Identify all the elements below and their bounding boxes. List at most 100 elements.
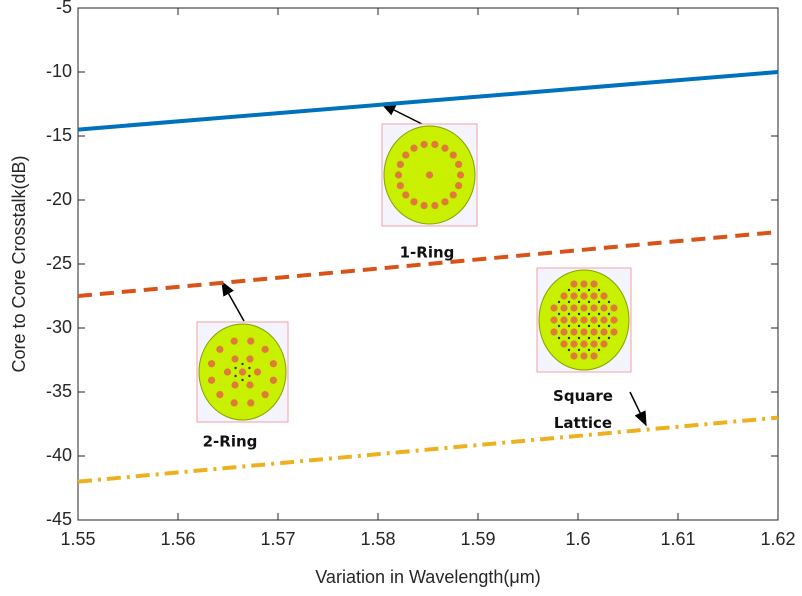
air-hole xyxy=(608,301,610,303)
air-hole xyxy=(558,325,560,327)
air-hole xyxy=(558,337,560,339)
air-hole xyxy=(588,349,590,351)
fiber-core xyxy=(550,304,557,311)
fiber-core xyxy=(457,171,464,178)
y-tick-label: -20 xyxy=(46,189,72,209)
fiber-core xyxy=(431,141,438,148)
fiber-core xyxy=(262,391,269,398)
air-hole xyxy=(598,301,600,303)
air-hole xyxy=(568,289,570,291)
air-hole xyxy=(248,375,250,377)
fiber-core xyxy=(600,304,607,311)
fiber-core xyxy=(231,355,238,362)
air-hole xyxy=(234,367,236,369)
air-hole xyxy=(578,301,580,303)
air-hole xyxy=(578,325,580,327)
fiber-core xyxy=(600,340,607,347)
fiber-core xyxy=(431,202,438,209)
x-axis-label: Variation in Wavelength(μm) xyxy=(315,567,540,587)
fiber-core xyxy=(580,292,587,299)
fiber-core xyxy=(590,316,597,323)
air-hole xyxy=(241,363,243,365)
air-hole xyxy=(248,367,250,369)
fiber-core xyxy=(560,340,567,347)
fiber-core xyxy=(580,304,587,311)
fiber-core xyxy=(246,355,253,362)
fiber-core xyxy=(610,304,617,311)
fiber-core xyxy=(560,304,567,311)
x-tick-label: 1.57 xyxy=(260,529,295,549)
y-axis-label: Core to Core Crosstalk(dB) xyxy=(9,155,29,372)
fiber-core xyxy=(231,399,238,406)
air-hole xyxy=(608,313,610,315)
fiber-core xyxy=(590,292,597,299)
fiber-core xyxy=(216,391,223,398)
air-hole xyxy=(588,325,590,327)
y-tick-label: -15 xyxy=(46,125,72,145)
air-hole xyxy=(578,349,580,351)
air-hole xyxy=(568,301,570,303)
fiber-core xyxy=(247,399,254,406)
y-tick-label: -10 xyxy=(46,61,72,81)
y-tick-label: -45 xyxy=(46,509,72,529)
fiber-core xyxy=(580,340,587,347)
fiber-core xyxy=(208,377,215,384)
fiber-core xyxy=(590,304,597,311)
fiber-core xyxy=(570,340,577,347)
fiber-core xyxy=(600,292,607,299)
chart: Variation in Wavelength(μm) Core to Core… xyxy=(0,0,802,596)
x-tick-label: 1.6 xyxy=(565,529,590,549)
y-tick-label: -40 xyxy=(46,445,72,465)
fiber-core xyxy=(246,381,253,388)
fiber-core xyxy=(560,292,567,299)
fiber-core xyxy=(239,368,246,375)
fiber-core xyxy=(455,161,462,168)
air-hole xyxy=(234,375,236,377)
annotation: 2-Ring xyxy=(203,433,258,451)
x-tick-label: 1.56 xyxy=(160,529,195,549)
fiber-core xyxy=(580,328,587,335)
fiber-core xyxy=(560,328,567,335)
air-hole xyxy=(598,325,600,327)
air-hole xyxy=(578,313,580,315)
fiber-core xyxy=(570,316,577,323)
y-tick-label: -30 xyxy=(46,317,72,337)
fiber-core xyxy=(421,202,428,209)
fiber-core xyxy=(262,346,269,353)
fiber-core xyxy=(590,328,597,335)
air-hole xyxy=(598,337,600,339)
fiber-core xyxy=(270,377,277,384)
air-hole xyxy=(578,289,580,291)
x-tick-label: 1.55 xyxy=(60,529,95,549)
fiber-core xyxy=(570,280,577,287)
y-tick-label: -35 xyxy=(46,381,72,401)
air-hole xyxy=(608,337,610,339)
air-hole xyxy=(598,349,600,351)
x-tick-label: 1.62 xyxy=(760,529,795,549)
fiber-core xyxy=(610,316,617,323)
fiber-core xyxy=(550,328,557,335)
fiber-core xyxy=(580,316,587,323)
fiber-core xyxy=(455,182,462,189)
plot-frame xyxy=(78,8,778,520)
fiber-core xyxy=(570,292,577,299)
fiber-core xyxy=(410,145,417,152)
x-tick-label: 1.61 xyxy=(660,529,695,549)
y-tick-label: -25 xyxy=(46,253,72,273)
air-hole xyxy=(598,313,600,315)
fiber-core xyxy=(600,328,607,335)
fiber-core xyxy=(402,191,409,198)
fiber-core xyxy=(590,280,597,287)
fiber-core xyxy=(450,151,457,158)
fiber-core xyxy=(247,337,254,344)
fiber-core xyxy=(402,151,409,158)
y-tick-label: -5 xyxy=(56,0,72,17)
fiber-core xyxy=(231,337,238,344)
fiber-core xyxy=(231,381,238,388)
fiber-core xyxy=(600,316,607,323)
air-hole xyxy=(588,337,590,339)
air-hole xyxy=(568,325,570,327)
air-hole xyxy=(578,337,580,339)
air-hole xyxy=(588,301,590,303)
air-hole xyxy=(558,301,560,303)
